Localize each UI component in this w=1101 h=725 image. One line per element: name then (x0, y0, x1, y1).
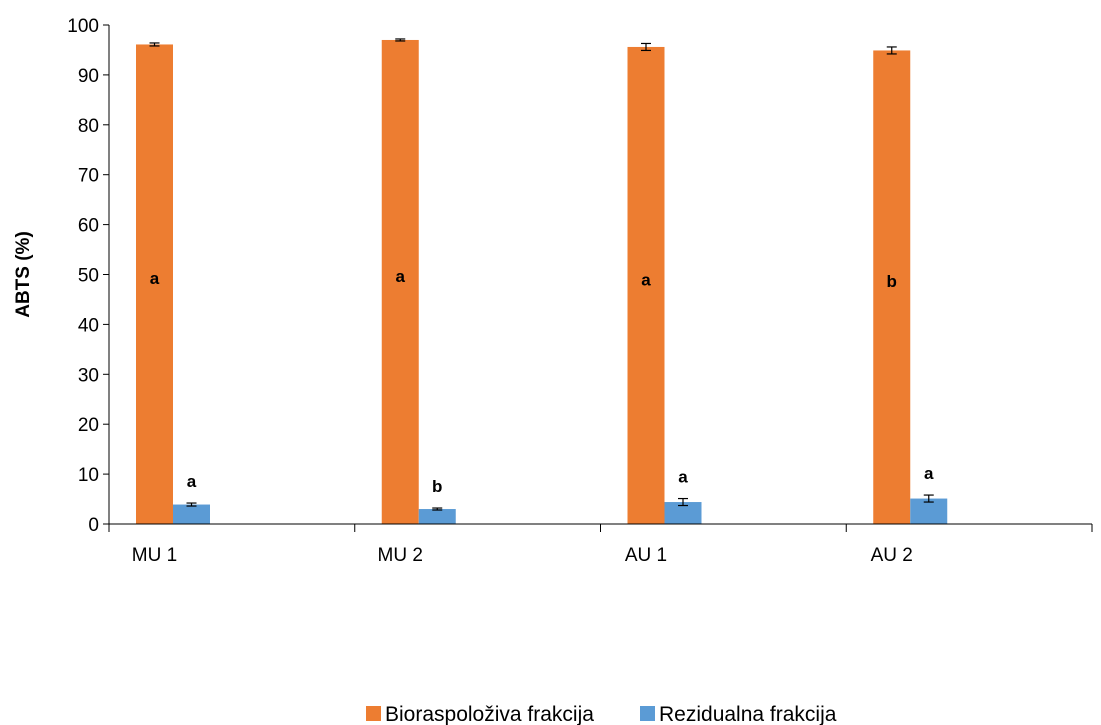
y-tick-label: 40 (78, 315, 99, 336)
significance-label: a (187, 472, 197, 491)
x-tick-label: MU 1 (132, 545, 177, 566)
y-tick-label: 80 (78, 116, 99, 137)
bar (173, 504, 210, 524)
x-tick-label: AU 2 (871, 545, 913, 566)
x-tick-label: AU 1 (625, 545, 667, 566)
significance-label: b (887, 272, 897, 291)
bars: a a a b a b a a (136, 38, 948, 525)
legend-swatch (640, 706, 655, 721)
significance-label: a (641, 270, 651, 289)
y-tick-label: 90 (78, 66, 99, 87)
bar (664, 502, 702, 524)
x-tick-label: MU 2 (378, 545, 423, 566)
y-axis-title: ABTS (%) (13, 231, 34, 318)
significance-label: a (678, 468, 688, 487)
bar (136, 44, 173, 524)
y-tick-label: 30 (78, 365, 99, 386)
significance-label: a (150, 269, 160, 288)
y-tick-label: 0 (88, 515, 99, 536)
legend-swatch (366, 706, 381, 721)
bar (418, 509, 456, 524)
y-tick-label: 50 (78, 266, 99, 287)
significance-label: b (432, 477, 442, 496)
bar (873, 50, 911, 524)
y-tick-label: 60 (78, 216, 99, 237)
x-axis: MU 1 MU 2 AU 1 AU 2 (108, 523, 1093, 566)
y-axis-ticks: 0 10 20 30 40 50 60 70 80 90 100 (67, 16, 110, 536)
bar (910, 498, 948, 524)
y-tick-label: 20 (78, 415, 99, 436)
bar (627, 46, 665, 525)
significance-label: a (396, 267, 406, 286)
y-tick-label: 100 (67, 16, 99, 37)
significance-label: a (924, 464, 934, 483)
legend: Bioraspoloživa frakcija Rezidualna frakci… (366, 703, 837, 725)
legend-label: Rezidualna frakcija (659, 703, 837, 725)
bar (381, 39, 419, 524)
y-tick-label: 70 (78, 166, 99, 187)
legend-label: Bioraspoloživa frakcija (385, 703, 594, 725)
y-tick-label: 10 (78, 465, 99, 486)
